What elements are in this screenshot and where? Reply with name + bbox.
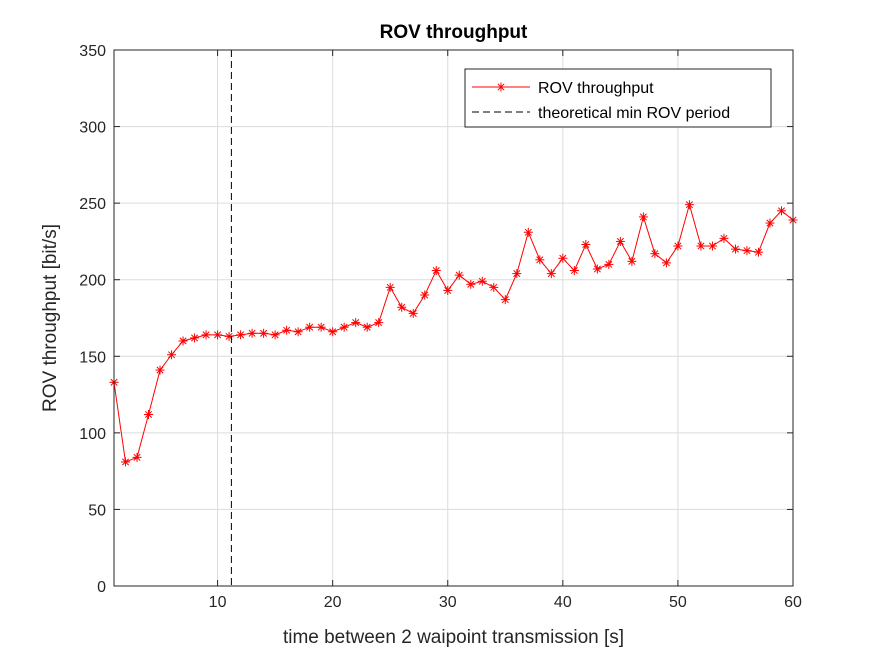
y-tick-label: 200	[79, 273, 106, 290]
throughput-point	[201, 330, 211, 340]
y-tick-label: 350	[79, 43, 106, 60]
throughput-point	[673, 241, 683, 251]
throughput-point	[604, 259, 614, 269]
x-axis-label: time between 2 waipoint transmission [s]	[283, 627, 624, 648]
series-layer	[109, 50, 798, 586]
y-tick-label: 100	[79, 426, 106, 443]
throughput-point	[615, 236, 625, 246]
x-tick-label: 30	[439, 594, 457, 611]
throughput-point	[661, 258, 671, 268]
throughput-point	[408, 308, 418, 318]
throughput-point	[282, 325, 292, 335]
throughput-point	[167, 350, 177, 360]
throughput-point	[581, 239, 591, 249]
throughput-point	[696, 241, 706, 251]
throughput-point	[730, 244, 740, 254]
throughput-point	[132, 452, 142, 462]
throughput-point	[316, 322, 326, 332]
throughput-point	[489, 282, 499, 292]
throughput-point	[190, 333, 200, 343]
y-axis-label: ROV throughput [bit/s]	[40, 224, 61, 412]
throughput-point	[765, 218, 775, 228]
throughput-point	[719, 233, 729, 243]
throughput-point	[144, 409, 154, 419]
throughput-point	[247, 328, 257, 338]
throughput-point	[397, 302, 407, 312]
y-tick-label: 50	[88, 502, 106, 519]
y-tick-label: 300	[79, 120, 106, 137]
throughput-point	[569, 266, 579, 276]
throughput-point	[362, 322, 372, 332]
throughput-point	[431, 266, 441, 276]
plot-frame	[113, 49, 794, 587]
legend-star-icon	[496, 82, 506, 92]
throughput-point	[385, 282, 395, 292]
throughput-point	[707, 241, 717, 251]
x-tick-label: 20	[324, 594, 342, 611]
legend: ROV throughput theoretical min ROV perio…	[464, 68, 772, 128]
throughput-point	[558, 253, 568, 263]
throughput-point	[224, 331, 234, 341]
throughput-point	[500, 295, 510, 305]
throughput-point	[236, 330, 246, 340]
y-tick-label: 150	[79, 349, 106, 366]
x-tick-label: 10	[209, 594, 227, 611]
throughput-point	[328, 327, 338, 337]
throughput-point	[121, 457, 131, 467]
throughput-point	[443, 285, 453, 295]
throughput-point	[259, 328, 269, 338]
throughput-point	[627, 256, 637, 266]
throughput-point	[351, 318, 361, 328]
legend-box	[464, 68, 772, 128]
throughput-point	[512, 269, 522, 279]
throughput-point	[684, 200, 694, 210]
throughput-point	[546, 269, 556, 279]
throughput-point	[178, 336, 188, 346]
legend-marker-throughput	[496, 82, 506, 92]
throughput-point	[753, 247, 763, 257]
ticks: 10 20 30 40 50 60 0 50 100 150 200 250 300 350	[79, 43, 802, 611]
throughput-point	[592, 264, 602, 274]
throughput-point	[374, 318, 384, 328]
legend-label-min-period: theoretical min ROV period	[538, 105, 730, 122]
throughput-point	[454, 270, 464, 280]
throughput-point	[293, 327, 303, 337]
throughput-point	[213, 330, 223, 340]
plot-area	[114, 50, 793, 586]
throughput-point	[535, 255, 545, 265]
throughput-point	[650, 249, 660, 259]
chart-title: ROV throughput	[380, 22, 528, 43]
throughput-point	[742, 246, 752, 256]
throughput-point	[339, 322, 349, 332]
x-tick-label: 60	[784, 594, 802, 611]
y-tick-label: 250	[79, 196, 106, 213]
throughput-point	[155, 365, 165, 375]
throughput-point	[420, 290, 430, 300]
throughput-point	[477, 276, 487, 286]
x-tick-label: 50	[669, 594, 687, 611]
throughput-point	[523, 227, 533, 237]
throughput-point	[305, 322, 315, 332]
throughput-point	[270, 330, 280, 340]
y-tick-label: 0	[97, 579, 106, 596]
throughput-point	[776, 206, 786, 216]
x-tick-label: 40	[554, 594, 572, 611]
legend-label-throughput: ROV throughput	[538, 80, 654, 97]
throughput-point	[638, 212, 648, 222]
throughput-point	[466, 279, 476, 289]
